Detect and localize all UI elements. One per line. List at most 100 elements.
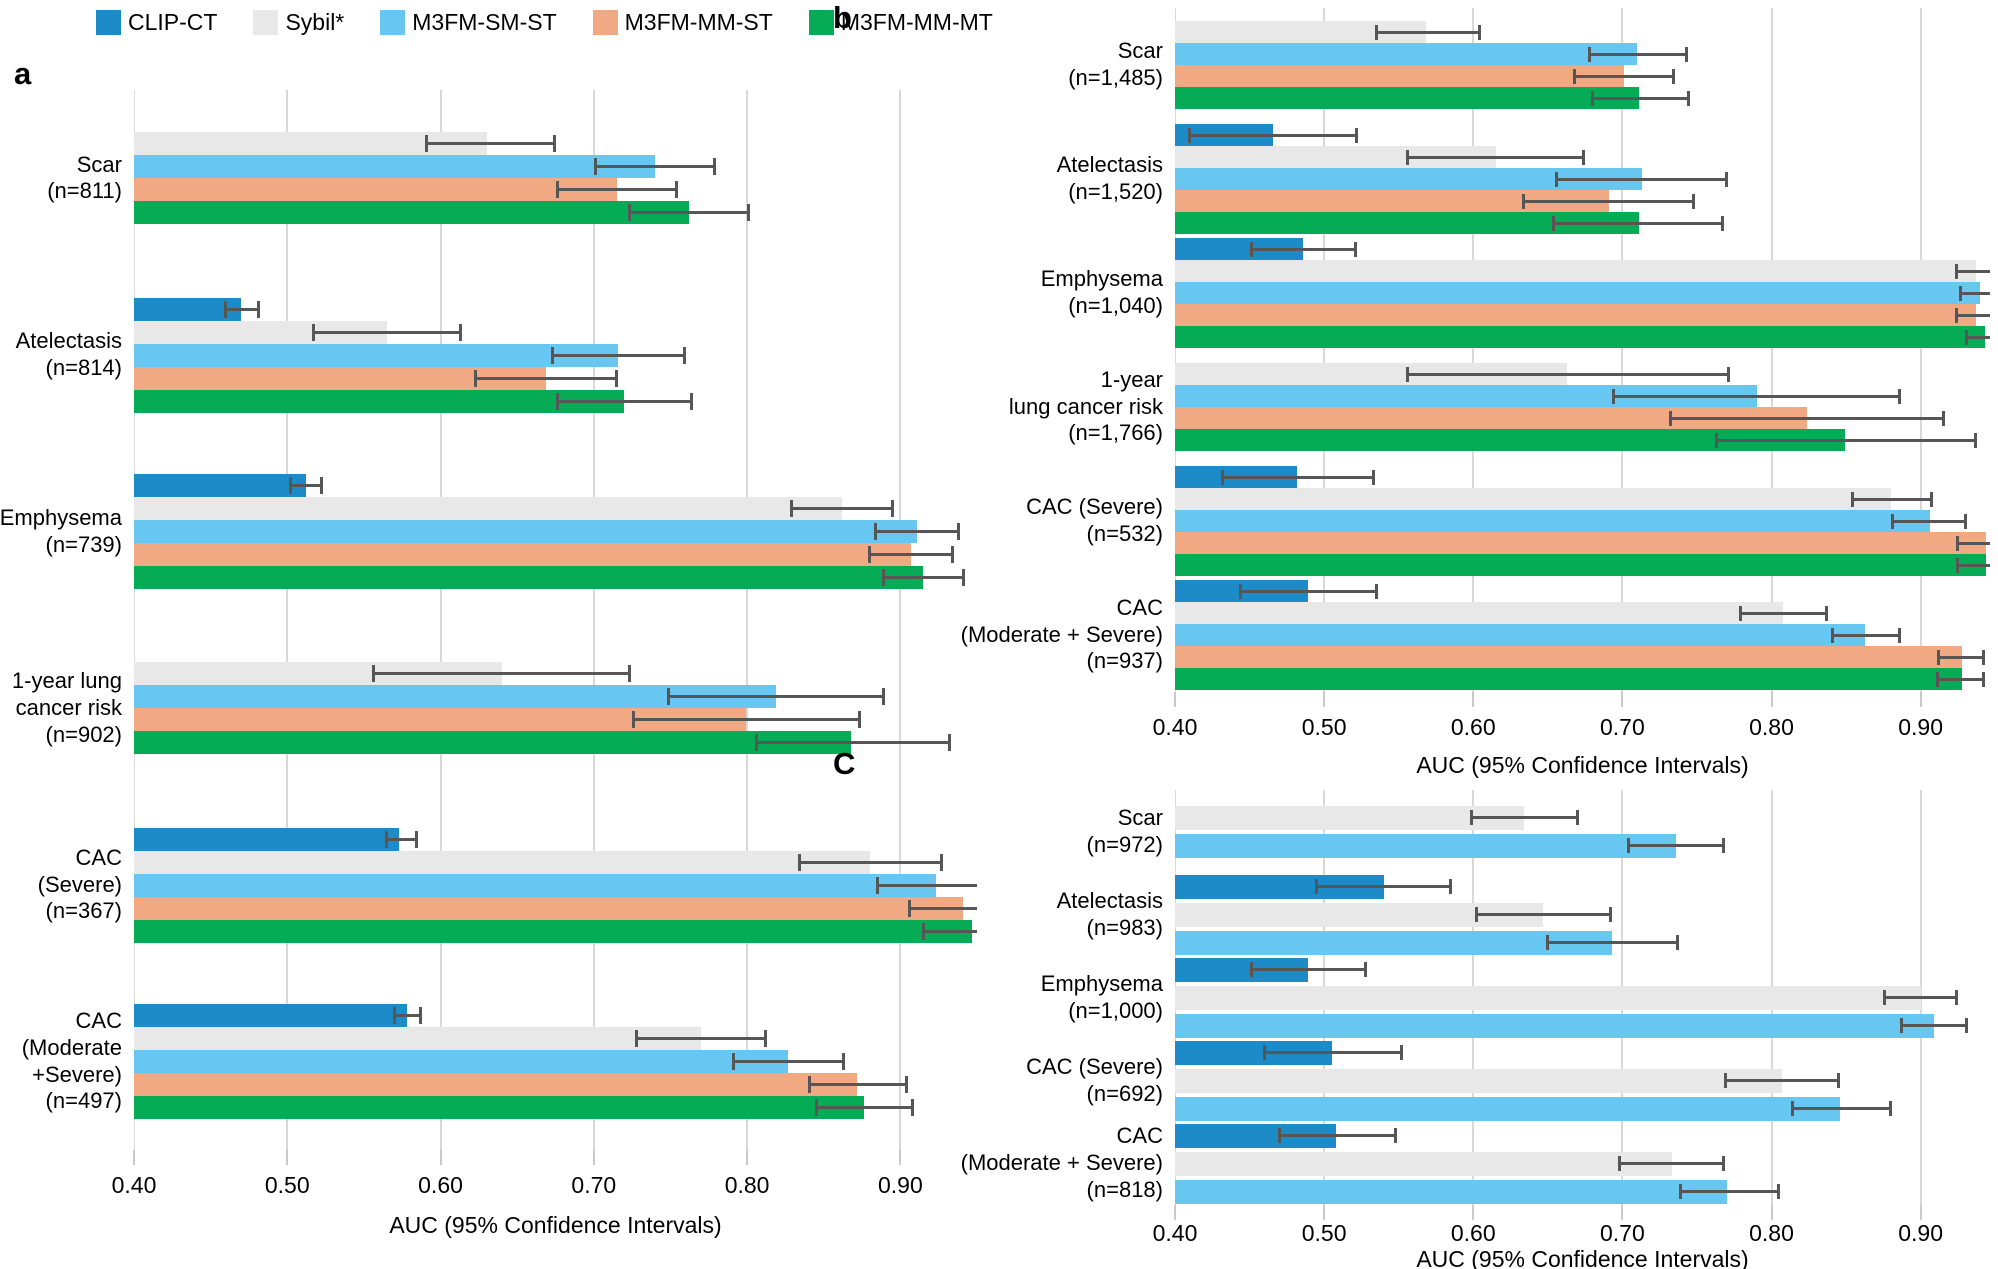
error-bar-cap: [393, 1007, 397, 1025]
error-bar-cap: [682, 346, 686, 364]
error-bar-cap: [731, 1053, 735, 1071]
bar: [134, 543, 912, 567]
axis-tick: [1323, 692, 1326, 707]
error-bar: [1277, 1134, 1398, 1137]
category-label: CAC (Moderate + Severe) (n=818): [960, 1123, 1163, 1202]
error-bar: [1406, 155, 1586, 159]
error-bar-cap: [690, 392, 694, 410]
error-bar-cap: [1355, 127, 1359, 143]
error-bar-cap: [940, 853, 944, 871]
error-bar: [868, 553, 954, 557]
error-bar: [1883, 996, 1958, 999]
grid-line: [1621, 8, 1624, 692]
error-bar-cap: [1954, 307, 1958, 323]
error-bar-cap: [1723, 1073, 1727, 1088]
error-bar-cap: [1249, 962, 1253, 977]
bar: [134, 873, 936, 897]
error-bar-cap: [1965, 329, 1969, 345]
error-bar-cap: [1685, 46, 1688, 62]
legend-item: Sybil*: [253, 10, 344, 35]
tick-label: 0.80: [1749, 714, 1794, 740]
error-bar-cap: [1400, 1045, 1404, 1060]
error-bar: [371, 672, 631, 676]
error-bar-cap: [754, 734, 758, 752]
error-bar: [224, 307, 260, 311]
error-bar-cap: [797, 853, 801, 871]
bar: [1175, 363, 1568, 385]
error-bar-cap: [1720, 215, 1724, 231]
category-label: CAC (Moderate +Severe) (n=497): [21, 1008, 122, 1114]
bar: [134, 731, 852, 755]
category-label: Emphysema (n=739): [0, 504, 122, 557]
error-bar-cap: [371, 665, 375, 683]
error-bar-cap: [632, 711, 636, 729]
bar: [1175, 1179, 1727, 1204]
error-bar-cap: [627, 204, 631, 222]
error-bar-cap: [1364, 962, 1368, 977]
bar: [1175, 902, 1544, 927]
axis-title: AUC (95% Confidence Intervals): [1416, 752, 1749, 778]
error-bar-cap: [868, 546, 872, 564]
error-bar-cap: [1315, 879, 1319, 894]
bar: [1175, 510, 1930, 532]
error-bar-cap: [881, 569, 885, 587]
legend-swatch-icon: [808, 10, 834, 35]
error-bar-cap: [1956, 557, 1960, 573]
bar: [134, 320, 387, 344]
bar: [134, 850, 870, 874]
bar: [1175, 1068, 1782, 1093]
error-bar-cap: [615, 369, 619, 387]
error-bar-cap: [1668, 410, 1672, 426]
bar: [134, 366, 547, 390]
error-bar-cap: [713, 158, 717, 176]
bar: [1175, 1040, 1332, 1065]
bar: [134, 1096, 864, 1120]
error-bar-cap: [1546, 935, 1550, 950]
error-bar-cap: [635, 1030, 639, 1048]
error-bar: [1956, 563, 1990, 567]
error-bar-cap: [911, 1099, 915, 1117]
grid-line: [1175, 8, 1176, 692]
error-bar-cap: [1898, 627, 1902, 643]
error-bar: [754, 741, 951, 745]
error-bar-cap: [1626, 838, 1630, 853]
tick-label: 0.80: [1749, 1220, 1794, 1246]
error-bar-cap: [1676, 935, 1680, 950]
error-bar-cap: [1591, 90, 1595, 106]
grid-line: [1770, 790, 1773, 1205]
error-bar-cap: [747, 204, 751, 222]
tick-label: 0.50: [1301, 1220, 1347, 1246]
bar: [1175, 260, 1976, 282]
error-bar: [881, 576, 965, 580]
legend-swatch-icon: [96, 10, 121, 35]
legend-item: M3FM-MM-MT: [808, 10, 993, 35]
bar: [1175, 646, 1963, 668]
error-bar-cap: [1679, 1184, 1683, 1199]
error-bar-cap: [842, 1053, 846, 1071]
legend-swatch-icon: [592, 10, 618, 35]
bar: [1175, 985, 1921, 1010]
category-label: Atelectasis (n=814): [15, 328, 122, 380]
error-bar: [635, 1037, 767, 1041]
axis-tick: [1472, 1205, 1475, 1220]
error-bar-cap: [1474, 907, 1478, 922]
grid-line: [746, 90, 749, 1150]
bar: [134, 827, 400, 851]
bar: [1175, 624, 1866, 646]
error-bar-cap: [1353, 241, 1357, 257]
error-bar-cap: [1611, 388, 1615, 404]
grid-line: [1323, 8, 1326, 692]
axis-tick: [1621, 692, 1624, 707]
error-bar-cap: [667, 688, 671, 706]
bar: [1175, 124, 1274, 146]
error-bar-cap: [1738, 605, 1742, 621]
error-bar-cap: [1573, 68, 1577, 84]
error-bar-cap: [875, 876, 879, 894]
error-bar-cap: [1555, 171, 1559, 187]
tick-label: 0.60: [1450, 714, 1496, 740]
error-bar-cap: [256, 300, 260, 318]
category-label: Scar (n=972): [1086, 804, 1163, 857]
error-bar-cap: [951, 546, 954, 564]
error-bar: [921, 929, 977, 933]
